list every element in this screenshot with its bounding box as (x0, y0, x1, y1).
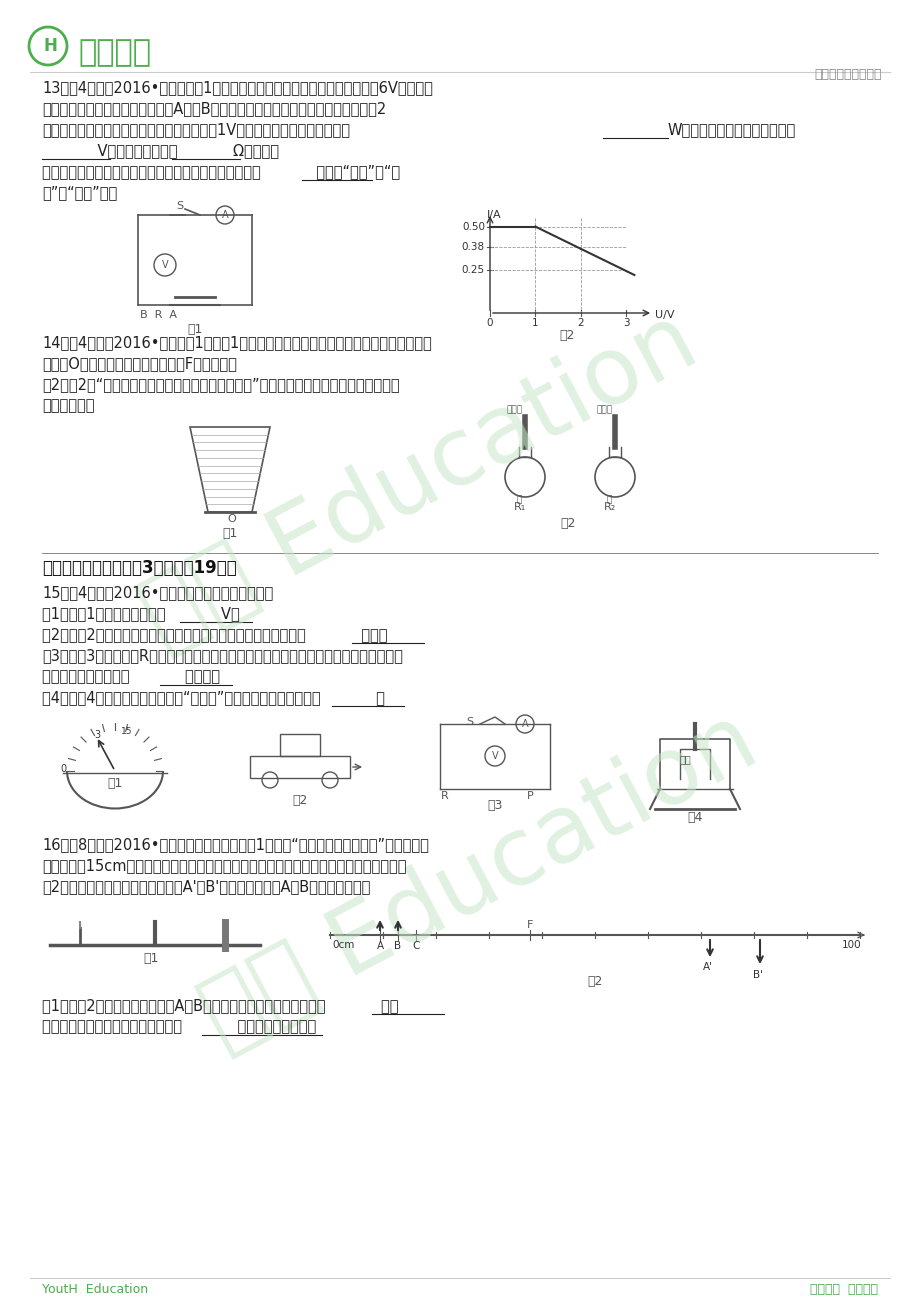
Text: 下表面O点处画出纸片受到大气压力F的示意图；: 下表面O点处画出纸片受到大气压力F的示意图； (42, 355, 236, 371)
Text: S: S (466, 717, 473, 727)
Text: 则实验探究的是电流与            的关系；: 则实验探究的是电流与 的关系； (42, 669, 220, 684)
Text: U/V: U/V (654, 310, 674, 320)
Text: 固体: 固体 (678, 754, 690, 764)
Text: 图4: 图4 (686, 811, 701, 824)
Text: 0cm: 0cm (332, 940, 354, 950)
Text: 品学兼优  恒则有成: 品学兼优 恒则有成 (809, 1282, 877, 1295)
Text: 3: 3 (622, 318, 629, 328)
Text: B: B (394, 941, 401, 950)
Text: V: V (162, 260, 168, 270)
Text: F: F (527, 921, 533, 930)
Text: P: P (526, 792, 533, 801)
Text: 1: 1 (531, 318, 539, 328)
Text: 15: 15 (121, 727, 132, 736)
Text: 图3: 图3 (486, 799, 502, 812)
Text: 2: 2 (577, 318, 584, 328)
Text: 变阻器接入电路的阻値逐渐减小的过程中，铅笔芯的电阻            （选填“变大”、“变: 变阻器接入电路的阻値逐渐减小的过程中，铅笔芯的电阻 （选填“变大”、“变 (42, 164, 400, 178)
Text: 让优秀成为一种习惯: 让优秀成为一种习惯 (813, 68, 881, 81)
Text: 油: 油 (606, 495, 611, 504)
Text: 16．（8分）（2016•陕西）某小组同学用如图1的装置“探究凸透镜成像特点”，其中凸透: 16．（8分）（2016•陕西）某小组同学用如图1的装置“探究凸透镜成像特点”，… (42, 837, 428, 852)
Text: 15．（4分）（2016•陕西）按要求完成下列填空：: 15．（4分）（2016•陕西）按要求完成下列填空： (42, 585, 273, 600)
Text: 0.38: 0.38 (461, 242, 484, 253)
Text: 镜的焦距为15cm，他们进行实验的同时在坐标纸上记录蜡烛与光屏上像的位置和大小，如: 镜的焦距为15cm，他们进行实验的同时在坐标纸上记录蜡烛与光屏上像的位置和大小，… (42, 858, 406, 874)
Text: A: A (221, 210, 228, 220)
Text: 像，生活中利用这个成像特点制成了            （写出一个即可）；: 像，生活中利用这个成像特点制成了 （写出一个即可）； (42, 1019, 316, 1034)
Text: （1）从图2中可以看出，蜡烛在A、B位置时光屏上得到的都是倒立、            的实: （1）从图2中可以看出，蜡烛在A、B位置时光屏上得到的都是倒立、 的实 (42, 999, 398, 1013)
Text: 14．（4分）（2016•陕西）（1）如图1为一个装满水盖上硬纸片后倒置的杯子，请在纸片: 14．（4分）（2016•陕西）（1）如图1为一个装满水盖上硬纸片后倒置的杯子，… (42, 335, 431, 350)
Text: 成电路连接．: 成电路连接． (42, 398, 95, 413)
Text: 0.25: 0.25 (461, 264, 484, 275)
Text: 图2: 图2 (291, 794, 307, 807)
Text: （4）如图4，给固体加热时，采用“水浴法”达到的主要效果是让固体            ．: （4）如图4，给固体加热时，采用“水浴法”达到的主要效果是让固体 ． (42, 690, 384, 704)
Text: 优恒 Education: 优恒 Education (127, 296, 712, 665)
Text: （2）图2是“探究电流通过导体产生热量与电阻关系”的实物电路，请用笔画线代替导线完: （2）图2是“探究电流通过导体产生热量与电阻关系”的实物电路，请用笔画线代替导线… (42, 378, 399, 392)
Text: 0: 0 (486, 318, 493, 328)
Text: （2）如图2，静止的小车突然向右运动时，放在小车上的木块会向            倾倒；: （2）如图2，静止的小车突然向右运动时，放在小车上的木块会向 倾倒； (42, 628, 387, 642)
Text: 小”或“不变”）．: 小”或“不变”）． (42, 185, 117, 201)
Text: 图2: 图2 (560, 517, 574, 530)
Text: 0.50: 0.50 (461, 221, 484, 232)
Text: 图2: 图2 (586, 975, 602, 988)
Text: 图2（用带箭头的线段表示物或像，A'，B'分别表示蜡烛在A，B处像的位置）．: 图2（用带箭头的线段表示物或像，A'，B'分别表示蜡烛在A，B处像的位置）． (42, 879, 370, 894)
Text: H: H (44, 36, 58, 55)
Text: YoutH  Education: YoutH Education (42, 1282, 148, 1295)
Text: （1）如图1，电压表的示数为            V；: （1）如图1，电压表的示数为 V； (42, 605, 240, 621)
Text: A: A (376, 941, 383, 950)
Text: S: S (176, 201, 184, 211)
Text: V，铅笔芯的电阻是            Ω，在滑动: V，铅笔芯的电阻是 Ω，在滑动 (42, 143, 278, 158)
Text: B  R  A: B R A (140, 310, 176, 320)
Text: 温度计: 温度计 (596, 405, 612, 414)
Text: 图1: 图1 (107, 777, 122, 790)
Text: 0: 0 (60, 764, 66, 773)
Text: 油: 油 (516, 495, 521, 504)
Text: R₁: R₁ (514, 503, 526, 512)
Text: 温度计: 温度计 (506, 405, 523, 414)
Text: 图1: 图1 (221, 527, 237, 540)
Text: 100: 100 (841, 940, 861, 950)
Text: V: V (491, 751, 498, 760)
Text: C: C (412, 941, 419, 950)
Text: 13．（4分）（2016•陕西）如图1所示，铅笔芯与滑动变阻器串联在电压恒为6V的电路中: 13．（4分）（2016•陕西）如图1所示，铅笔芯与滑动变阻器串联在电压恒为6V… (42, 79, 433, 95)
Text: R₂: R₂ (603, 503, 616, 512)
Text: （3）如图3，更换电阻R，闭合开关，移动滑动变阻器的滑片，使电压表的示数保持不变，: （3）如图3，更换电阻R，闭合开关，移动滑动变阻器的滑片，使电压表的示数保持不变… (42, 648, 403, 663)
Text: A: A (521, 719, 528, 729)
Text: 优恒 Education: 优恒 Education (187, 695, 772, 1065)
Text: ，闭合开关，滑动变阻器的滑片从A端向B端移动，电流表和电压表示数变化情况如图2: ，闭合开关，滑动变阻器的滑片从A端向B端移动，电流表和电压表示数变化情况如图2 (42, 102, 386, 116)
Text: R: R (440, 792, 448, 801)
Text: 三、实验与探究题（共3小题，计19分）: 三、实验与探究题（共3小题，计19分） (42, 559, 236, 577)
Text: 所示，由图象可知，当滑动变阻器两端电压为1V时，滑动变阻器消耗的功率为: 所示，由图象可知，当滑动变阻器两端电压为1V时，滑动变阻器消耗的功率为 (42, 122, 349, 137)
Text: 图1: 图1 (142, 952, 158, 965)
Text: 图1: 图1 (187, 323, 202, 336)
Text: B': B' (752, 970, 762, 980)
Text: W，此时，铅笔芯两端的电压是: W，此时，铅笔芯两端的电压是 (667, 122, 795, 137)
Text: I/A: I/A (486, 210, 501, 220)
Text: 图2: 图2 (559, 329, 573, 342)
Text: 3: 3 (94, 730, 100, 740)
Text: O: O (227, 514, 236, 523)
Text: 优恒教育: 优恒教育 (78, 38, 151, 66)
Text: A': A' (702, 962, 712, 973)
